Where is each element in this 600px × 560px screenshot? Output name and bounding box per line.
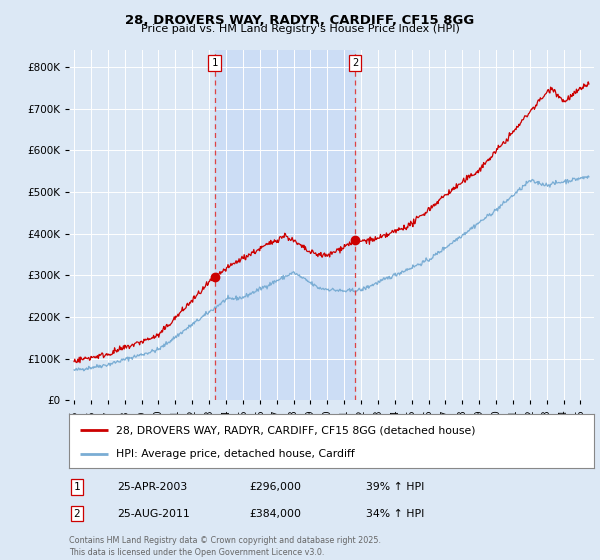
Text: 34% ↑ HPI: 34% ↑ HPI	[366, 508, 424, 519]
Text: 2: 2	[352, 58, 358, 68]
Text: £384,000: £384,000	[249, 508, 301, 519]
Text: 39% ↑ HPI: 39% ↑ HPI	[366, 482, 424, 492]
Text: 1: 1	[74, 482, 80, 492]
Text: Contains HM Land Registry data © Crown copyright and database right 2025.
This d: Contains HM Land Registry data © Crown c…	[69, 536, 381, 557]
Text: 1: 1	[211, 58, 218, 68]
Text: HPI: Average price, detached house, Cardiff: HPI: Average price, detached house, Card…	[116, 449, 355, 459]
Text: £296,000: £296,000	[249, 482, 301, 492]
Text: 28, DROVERS WAY, RADYR, CARDIFF, CF15 8GG (detached house): 28, DROVERS WAY, RADYR, CARDIFF, CF15 8G…	[116, 426, 476, 435]
Text: 2: 2	[74, 508, 80, 519]
Text: 25-APR-2003: 25-APR-2003	[117, 482, 187, 492]
Text: Price paid vs. HM Land Registry's House Price Index (HPI): Price paid vs. HM Land Registry's House …	[140, 24, 460, 34]
Text: 25-AUG-2011: 25-AUG-2011	[117, 508, 190, 519]
Text: 28, DROVERS WAY, RADYR, CARDIFF, CF15 8GG: 28, DROVERS WAY, RADYR, CARDIFF, CF15 8G…	[125, 14, 475, 27]
Bar	[215, 50, 355, 400]
